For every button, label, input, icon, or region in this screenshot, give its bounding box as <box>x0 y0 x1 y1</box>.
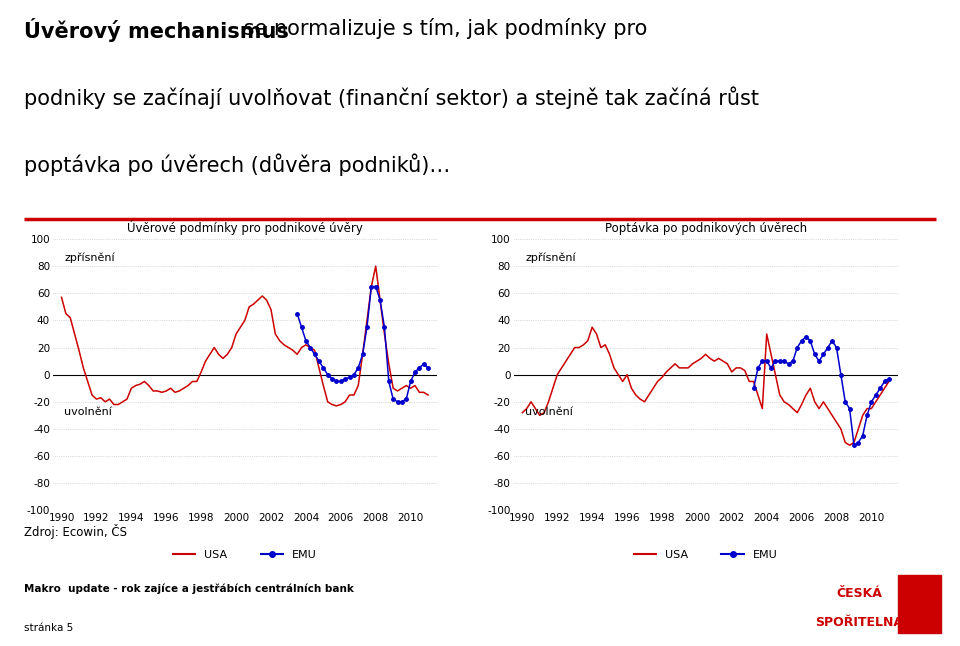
Title: Úvěrové podmínky pro podnikové úvěry: Úvěrové podmínky pro podnikové úvěry <box>127 220 363 235</box>
Text: podniky se začínají uvolňovat (finanční sektor) a stejně tak začíná růst: podniky se začínají uvolňovat (finanční … <box>24 86 759 109</box>
Text: Zdroj: Ecowin, ČS: Zdroj: Ecowin, ČS <box>24 523 127 539</box>
Text: zpřísnění: zpřísnění <box>64 253 115 263</box>
Title: Poptávka po podnikových úvěrech: Poptávka po podnikových úvěrech <box>605 222 806 235</box>
Text: zpřísnění: zpřísnění <box>525 253 576 263</box>
Text: uvolnění: uvolnění <box>64 407 112 417</box>
Text: ČESKÁ: ČESKÁ <box>836 587 882 600</box>
Text: Makro  update - rok zajíce a jestřábích centrálních bank: Makro update - rok zajíce a jestřábích c… <box>24 583 354 594</box>
Text: uvolnění: uvolnění <box>525 407 573 417</box>
Text: SPOŘITELNA: SPOŘITELNA <box>815 616 903 629</box>
Text: Úvěrový mechanismus: Úvěrový mechanismus <box>24 18 289 42</box>
Text: se normalizuje s tím, jak podmínky pro: se normalizuje s tím, jak podmínky pro <box>237 18 647 39</box>
Legend: USA, EMU: USA, EMU <box>169 546 321 565</box>
Bar <box>898 575 941 633</box>
Text: stránka 5: stránka 5 <box>24 623 73 632</box>
Legend: USA, EMU: USA, EMU <box>630 546 781 565</box>
Text: poptávka po úvěrech (důvěra podniků)…: poptávka po úvěrech (důvěra podniků)… <box>24 154 450 176</box>
